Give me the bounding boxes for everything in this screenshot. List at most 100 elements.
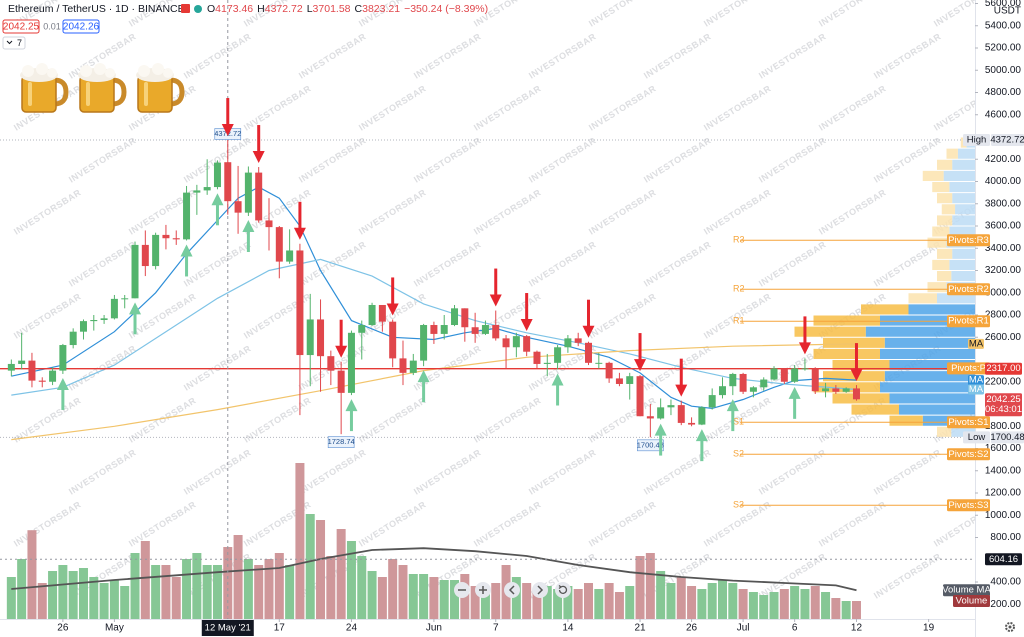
x-tick-label: Jun (426, 623, 442, 634)
candle-body (275, 227, 283, 262)
candle-body (492, 325, 500, 339)
volume-ma-tag: Volume MA (942, 585, 991, 596)
pivot-name: S2 (733, 449, 744, 459)
status-dot (194, 5, 202, 13)
volume-bar (295, 463, 305, 619)
reset[interactable] (555, 582, 571, 598)
volume-bar (738, 589, 748, 619)
navigation-buttons (454, 582, 571, 598)
x-tick-label: Jul (737, 623, 750, 634)
volume-bar (810, 586, 820, 619)
low-label-bg (327, 436, 355, 448)
profile-down (932, 226, 950, 237)
sell-arrow-head (221, 124, 234, 137)
candle-body (739, 373, 747, 392)
volume-bar (707, 583, 717, 619)
y-tick-label: 1800.00 (985, 421, 1022, 432)
candle-body (296, 250, 304, 356)
volume-bar (656, 571, 666, 619)
candle-body (368, 304, 376, 326)
y-tick-label: 3000.00 (985, 287, 1022, 298)
candle-body (636, 376, 644, 417)
volume-bar (779, 589, 789, 619)
volume-bar (192, 553, 202, 619)
candle-body (317, 319, 325, 357)
volume-bar (6, 577, 16, 619)
candle-body (213, 162, 221, 188)
settings[interactable] (1005, 622, 1015, 632)
sell-price: 2042.25 (3, 22, 40, 33)
candle-body (389, 321, 397, 359)
volume-bar (635, 556, 645, 619)
pivot-tag-bg (947, 499, 990, 512)
volume-bar (78, 568, 88, 619)
profile-down (823, 337, 885, 348)
ma-tag-bg (968, 375, 984, 386)
pivot-tag: Pivots:R1 (948, 316, 989, 327)
volume-bar (594, 589, 604, 619)
volume-bar (357, 556, 367, 619)
pivot-tag-bg (947, 234, 990, 247)
volume-bar (439, 580, 449, 619)
flag-icon[interactable] (181, 4, 190, 13)
header: Ethereum / TetherUS · 1D · BINANCE O4173… (2, 3, 488, 50)
candle-body (244, 172, 252, 213)
profile-up (951, 426, 975, 437)
indicators-toggle[interactable] (2, 36, 26, 50)
ohlc-value: 4372.72 (265, 3, 303, 15)
volume-bar (243, 559, 253, 619)
sell-button[interactable] (2, 19, 40, 34)
volume-bar (717, 580, 727, 619)
crosshair-label: 12 May '21 (205, 623, 251, 634)
x-tick-label: 14 (562, 623, 574, 634)
volume-bar (584, 583, 594, 619)
pivot-tag-bg (947, 448, 990, 461)
pivot-name: S1 (733, 417, 744, 427)
candle-body (255, 172, 263, 221)
volume-bar (841, 601, 851, 619)
volume-bar (264, 559, 274, 619)
zoom-out[interactable] (454, 582, 470, 598)
volume-bar (182, 559, 192, 619)
profile-down (937, 248, 953, 259)
pivot-name: S3 (733, 500, 744, 510)
low-tag-bg (963, 431, 990, 444)
profile-down (941, 204, 956, 215)
volume-bar (130, 553, 140, 619)
profile-up (889, 360, 975, 371)
volume-bar (388, 559, 398, 619)
buy-button[interactable] (62, 19, 100, 34)
candle-body (69, 331, 77, 346)
time-axis (0, 619, 975, 637)
profile-down (946, 148, 958, 159)
volume-bar (336, 529, 346, 619)
candle-body (811, 368, 819, 392)
sell-arrow-head (520, 319, 533, 332)
marker-tag: 604.16 (989, 554, 1018, 565)
candle-body (481, 325, 489, 334)
buy-arrow-head (211, 193, 224, 206)
ma-line (11, 186, 857, 410)
candle-body (626, 376, 634, 384)
scroll-left[interactable] (504, 582, 520, 598)
candle-body (79, 321, 87, 332)
profile-up (949, 259, 975, 270)
last-price-bg (985, 393, 1022, 417)
candle-body (110, 298, 118, 319)
beer-mug (20, 63, 69, 113)
volume-bar (625, 586, 635, 619)
volume-bar (346, 541, 356, 619)
pivot-name: R2 (733, 284, 745, 294)
scroll-right[interactable] (532, 582, 548, 598)
volume-bar (470, 586, 480, 619)
change: −350.24 (−8.39%) (404, 3, 488, 15)
sell-arrow-head (675, 384, 688, 397)
volume-bar (419, 574, 429, 619)
candle-body (399, 358, 407, 373)
beer-mug (136, 63, 185, 113)
profile-down (813, 315, 880, 326)
zoom-in[interactable] (475, 582, 491, 598)
ma-tag-bg (968, 384, 984, 395)
volume-bar (151, 565, 161, 619)
